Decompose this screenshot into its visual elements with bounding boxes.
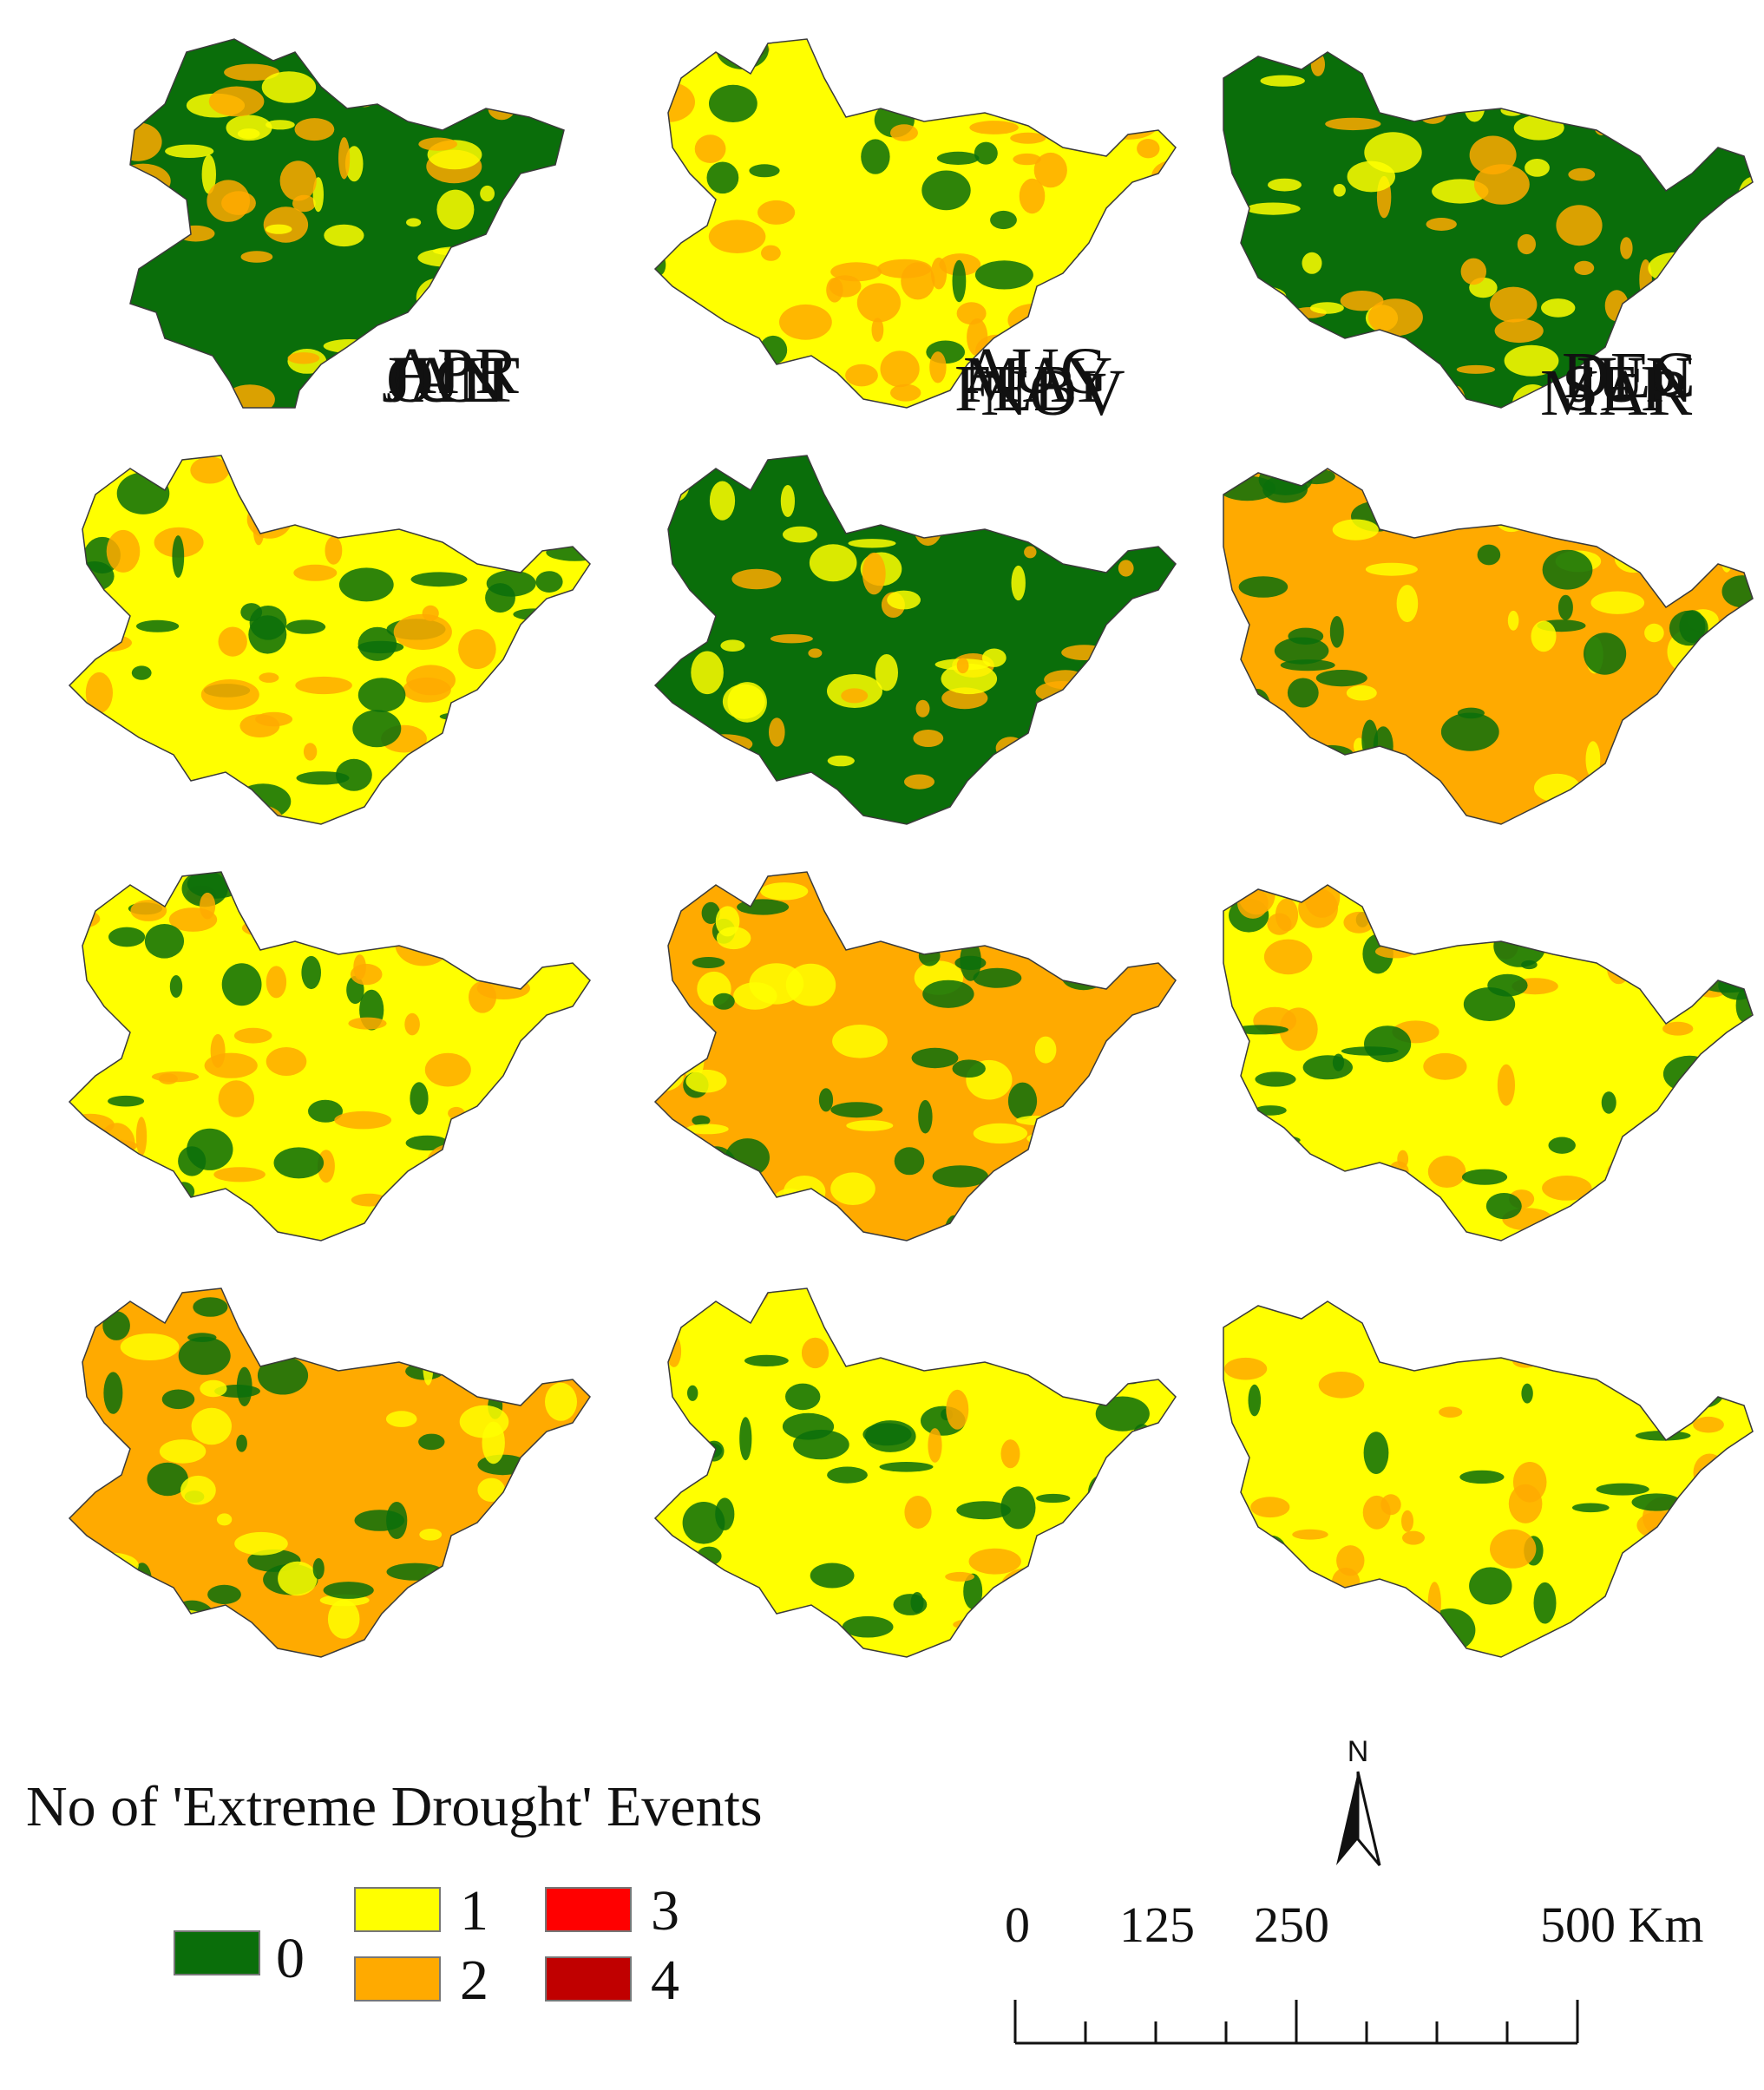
- region-outline: [653, 455, 1177, 825]
- region-fill: [69, 1288, 590, 1657]
- region-outline: [68, 1287, 591, 1658]
- legend-title: No of 'Extreme Drought' Events: [26, 1775, 763, 1838]
- legend-label-4: 4: [651, 1949, 679, 2012]
- scale-bar: 0 125 250 500 Km: [989, 1900, 1753, 2056]
- legend-label-3: 3: [651, 1879, 679, 1943]
- region-fill: [655, 1288, 1176, 1657]
- month-label: MAR: [1540, 357, 1694, 429]
- drought-map: [1223, 1301, 1754, 1658]
- region-outline: [653, 871, 1177, 1242]
- map-panel-aug: AUG: [620, 338, 1193, 1284]
- drought-map: [1223, 468, 1754, 825]
- region-outline: [653, 38, 1177, 409]
- scale-label-125: 125: [1119, 1897, 1195, 1953]
- map-panel-may: MAY: [620, 347, 1193, 868]
- legend-swatch-1: [354, 1887, 441, 1932]
- month-label: FEB: [954, 352, 1079, 425]
- map-panel-jul: JUL: [35, 347, 607, 1284]
- map-panel-sep: SEP: [1206, 356, 1764, 1284]
- scale-label-250: 250: [1254, 1897, 1329, 1953]
- month-label: SEP: [1562, 352, 1678, 425]
- month-label: MAY: [963, 344, 1114, 416]
- legend-swatch-3: [545, 1887, 632, 1932]
- month-label: JUN: [1571, 344, 1695, 416]
- month-label: NOV: [980, 357, 1126, 429]
- map-panel-dec: DEC: [1206, 343, 1764, 1700]
- legend-swatch-0: [174, 1930, 260, 1975]
- region-outline: [653, 1287, 1177, 1658]
- region-outline: [129, 38, 565, 409]
- map-panel-mar: MAR: [1206, 26, 1764, 451]
- month-label: OCT: [386, 344, 521, 416]
- region-fill: [1223, 52, 1753, 408]
- north-label: N: [1347, 1735, 1369, 1768]
- month-label: JUL: [386, 344, 502, 416]
- month-label: AUG: [963, 335, 1109, 408]
- map-panel-nov: NOV: [620, 360, 1193, 1700]
- legend-label-0: 0: [276, 1927, 305, 1990]
- legend-label-2: 2: [460, 1949, 489, 2012]
- drought-map: [68, 455, 591, 825]
- scale-label-500: 500 Km: [1540, 1897, 1704, 1953]
- drought-map: [68, 871, 591, 1242]
- map-panel-jan: JAN: [35, 26, 607, 451]
- north-arrow: N: [1319, 1735, 1397, 1883]
- drought-map: [68, 1287, 591, 1658]
- region-outline: [1223, 51, 1754, 409]
- month-label: APR: [389, 335, 520, 408]
- legend-swatch-4: [545, 1956, 632, 2002]
- map-panels: JAN FEB MAR APR MAY JUN JUL AUG SEP OCT NOV DEC: [35, 26, 1764, 1700]
- map-panel-jun: JUN: [1206, 347, 1764, 868]
- legend-swatch-2: [354, 1956, 441, 2002]
- region-fill: [1223, 885, 1753, 1241]
- drought-map: [1223, 884, 1754, 1242]
- region-outline: [68, 871, 591, 1242]
- month-label: JAN: [382, 344, 506, 416]
- map-panel-feb: FEB: [620, 26, 1193, 451]
- drought-map: [1223, 51, 1754, 409]
- legend-label-1: 1: [460, 1879, 489, 1943]
- drought-map: [653, 38, 1177, 409]
- region-fill: [69, 872, 590, 1241]
- drought-map: [653, 455, 1177, 825]
- drought-map: [129, 38, 565, 409]
- month-label: DEC: [1562, 339, 1696, 412]
- scale-ruler: [1013, 2000, 1579, 2045]
- north-arrow-icon: [1336, 1771, 1381, 1866]
- map-panel-apr: APR: [35, 338, 607, 868]
- region-fill: [655, 455, 1176, 824]
- drought-map: [653, 1287, 1177, 1658]
- region-outline: [1223, 884, 1754, 1242]
- region-outline: [68, 455, 591, 825]
- region-outline: [1223, 468, 1754, 825]
- map-panel-oct: OCT: [35, 347, 607, 1700]
- region-fill: [1223, 468, 1753, 824]
- drought-map: [653, 871, 1177, 1242]
- scale-label-0: 0: [1005, 1897, 1030, 1953]
- region-outline: [1223, 1301, 1754, 1658]
